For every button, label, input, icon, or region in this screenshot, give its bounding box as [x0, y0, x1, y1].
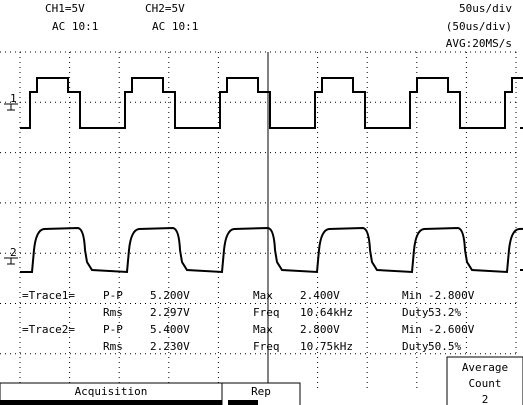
measurement-cell: 5.200V — [150, 289, 190, 302]
ch1-coupling: AC 10:1 — [52, 20, 98, 33]
trace-2-waveform — [20, 226, 523, 274]
measurement-cell: 2.297V — [150, 306, 190, 319]
measurement-cell: Min — [402, 289, 422, 302]
average-value: 2 — [482, 393, 489, 405]
measurements: =Trace1= P-P 5.200V Max 2.400V Min -2.800V Rms 2… — [22, 289, 475, 353]
measurement-cell: 53.2% — [428, 306, 461, 319]
measurement-cell: P-P — [103, 323, 123, 336]
acquisition-rate: AVG:20MS/s — [446, 37, 512, 50]
measurement-cell: 50.5% — [428, 340, 461, 353]
measurement-cell: Freq — [253, 306, 280, 319]
measurement-cell: Max — [253, 289, 273, 302]
measurement-cell: Duty — [402, 306, 429, 319]
measurement-cell: Rms — [103, 306, 123, 319]
measurement-cell: Min — [402, 323, 422, 336]
measurement-cell: 5.400V — [150, 323, 190, 336]
measurement-cell: 2.230V — [150, 340, 190, 353]
rep-label: Rep — [251, 385, 271, 398]
measurement-cell: 2.400V — [300, 289, 340, 302]
timebase: 50us/div — [459, 2, 512, 15]
tab-bar — [0, 400, 222, 405]
rep-tab[interactable] — [221, 382, 301, 405]
count-label: Count — [468, 377, 501, 390]
tab-bar — [228, 400, 258, 405]
channel-1-marker: 1 — [10, 92, 17, 105]
average-count-button[interactable] — [446, 356, 523, 405]
ch1-scale: CH1=5V — [45, 2, 85, 15]
timebase-window: (50us/div) — [446, 20, 512, 33]
measurement-cell: Rms — [103, 340, 123, 353]
measurement-cell: =Trace1= — [22, 289, 75, 302]
graticule — [0, 51, 520, 390]
measurement-cell: Freq — [253, 340, 280, 353]
measurement-cell: -2.800V — [428, 289, 475, 302]
ground-icon — [4, 103, 18, 111]
channel-2-marker: 2 — [10, 246, 17, 259]
measurement-cell: -2.600V — [428, 323, 475, 336]
trace-1-waveform — [20, 77, 523, 129]
acquisition-label: Acquisition — [75, 385, 148, 398]
measurement-cell: Max — [253, 323, 273, 336]
measurement-cell: P-P — [103, 289, 123, 302]
measurement-cell: 2.800V — [300, 323, 340, 336]
ch2-scale: CH2=5V — [145, 2, 185, 15]
average-label: Average — [462, 361, 508, 374]
ground-icon — [4, 257, 18, 265]
measurement-cell: 10.64kHz — [300, 306, 353, 319]
ch2-coupling: AC 10:1 — [152, 20, 198, 33]
measurement-cell: =Trace2= — [22, 323, 75, 336]
measurement-cell: Duty — [402, 340, 429, 353]
measurement-cell: 10.75kHz — [300, 340, 353, 353]
